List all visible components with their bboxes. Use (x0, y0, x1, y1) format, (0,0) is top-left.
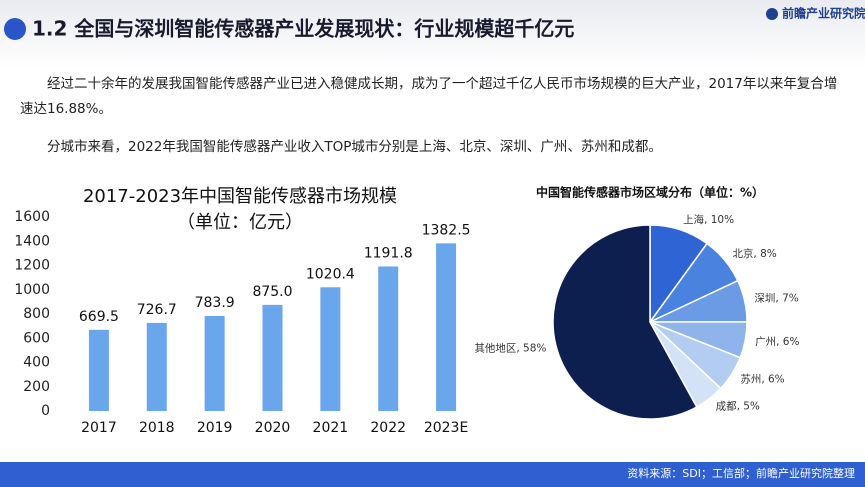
logo: 前瞻产业研究院 (782, 6, 865, 21)
paragraph: 分城市来看，2022年我国智能传感器产业收入TOP城市分别是上海、北京、深圳、广… (47, 139, 662, 155)
slice-label: 广州, 6% (755, 336, 799, 348)
x-tick-label: 2022 (370, 420, 406, 436)
bar (146, 322, 167, 411)
value-label: 1382.5 (422, 222, 471, 238)
value-label: 875.0 (252, 284, 292, 300)
footer-band (0, 462, 865, 487)
paragraph: 经过二十余年的发展我国智能传感器产业已进入稳健成长期，成为了一个超过千亿人民币市… (20, 76, 838, 117)
y-tick-label: 1000 (14, 282, 50, 298)
y-tick-label: 0 (41, 403, 50, 419)
pie-title: 中国智能传感器市场区域分布（单位：%） (536, 185, 764, 200)
slice-label: 成都, 5% (716, 401, 760, 413)
bar (262, 304, 283, 411)
slice-label: 北京, 8% (732, 247, 776, 260)
x-tick-label: 2023E (424, 420, 468, 436)
x-tick-label: 2017 (81, 420, 117, 436)
pie-slice (552, 224, 698, 420)
bar (320, 287, 341, 411)
y-tick-label: 800 (23, 306, 50, 322)
bar (204, 315, 225, 411)
slice-label: 深圳, 7% (754, 293, 798, 305)
value-label: 669.5 (79, 309, 119, 325)
y-tick-label: 1600 (14, 209, 50, 225)
bar-title: 2017-2023年中国智能传感器市场规模（单位：亿元） (82, 186, 398, 233)
x-tick-label: 2019 (197, 420, 233, 436)
value-label: 1020.4 (306, 266, 355, 282)
x-tick-label: 2020 (255, 420, 291, 436)
slice-label: 其他地区, 58% (474, 342, 546, 355)
source: 资料来源：SDI；工信部；前瞻产业研究院整理 (627, 466, 855, 480)
value-label: 726.7 (137, 302, 177, 318)
slice-label: 苏州, 6% (740, 372, 784, 385)
header-dot (4, 18, 26, 40)
x-tick-label: 2021 (313, 420, 349, 436)
slice-label: 上海, 10% (683, 213, 734, 226)
y-tick-label: 200 (23, 379, 50, 395)
y-tick-label: 600 (23, 330, 50, 346)
bar (88, 329, 109, 411)
y-tick-label: 1400 (14, 233, 50, 249)
header-band (0, 0, 865, 70)
bar (436, 243, 457, 411)
logo-icon (766, 8, 778, 20)
header-title: 1.2 全国与深圳智能传感器产业发展现状：行业规模超千亿元 (32, 17, 574, 41)
bar (378, 266, 399, 411)
value-label: 1191.8 (364, 245, 413, 261)
x-tick-label: 2018 (139, 420, 175, 436)
value-label: 783.9 (195, 295, 235, 311)
y-tick-label: 400 (23, 355, 50, 371)
y-tick-label: 1200 (14, 258, 50, 274)
